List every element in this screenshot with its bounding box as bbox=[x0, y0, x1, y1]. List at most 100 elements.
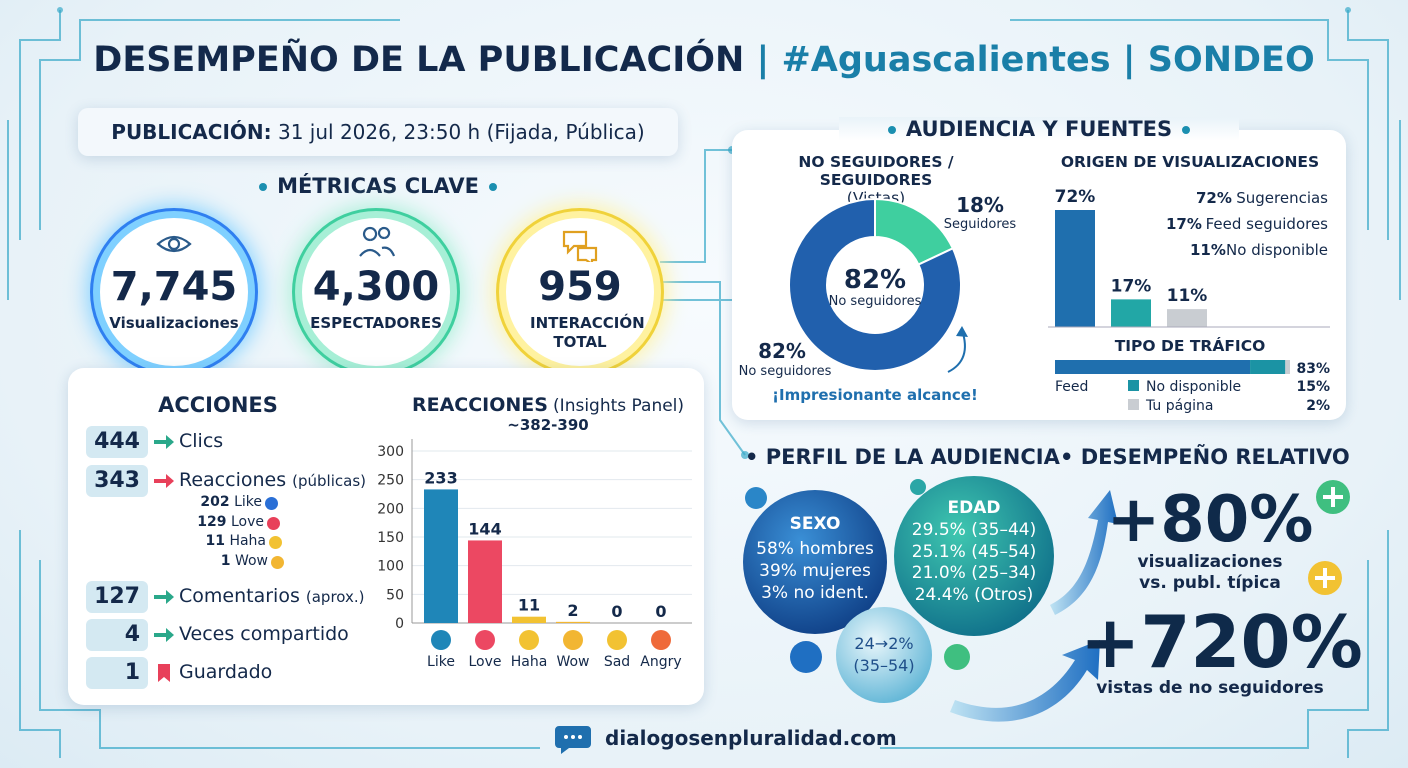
reaction-count: 1 bbox=[220, 552, 231, 569]
action-value: 127 bbox=[86, 581, 148, 613]
plus-sign bbox=[1323, 487, 1343, 507]
y-tick-label: 150 bbox=[377, 530, 404, 546]
legend-swatch bbox=[1128, 399, 1139, 410]
annotation: ¡Impresionante alcance! bbox=[772, 386, 978, 404]
profile-title-text: PERFIL DE LA AUDIENCIA bbox=[765, 445, 1060, 469]
donut-center-label: No seguidores bbox=[829, 294, 922, 309]
relative-title: • DESEMPEÑO RELATIVO bbox=[1060, 445, 1350, 469]
sex-item: 3% no ident. bbox=[761, 583, 869, 603]
value-label: 17% bbox=[1111, 276, 1152, 296]
value-label: 72% bbox=[1055, 187, 1096, 207]
category-icon bbox=[563, 630, 583, 650]
metric-label: INTERACCIÓN TOTAL bbox=[530, 314, 645, 351]
legend-label: Feed seguidores bbox=[1206, 215, 1329, 233]
age-title: EDAD bbox=[947, 498, 1001, 518]
action-arrow bbox=[152, 625, 176, 645]
reactions-subtitle: (Insights Panel) bbox=[553, 396, 685, 416]
relative-label: vistas de no seguidores bbox=[1096, 678, 1324, 698]
legend-label: Sugerencias bbox=[1236, 189, 1328, 207]
arrow-icon bbox=[154, 590, 174, 604]
reaction-icon bbox=[265, 497, 278, 510]
publication-label: PUBLICACIÓN: bbox=[111, 120, 272, 144]
action-value: 343 bbox=[86, 465, 148, 497]
deco-ball bbox=[790, 641, 822, 673]
reaction-row: 202 Like bbox=[182, 494, 262, 510]
deco-ball bbox=[745, 487, 767, 509]
sex-bubble bbox=[743, 490, 887, 634]
action-label: Veces compartido bbox=[179, 623, 349, 645]
action-value: 444 bbox=[86, 426, 148, 458]
relative-label: visualizaciones bbox=[1137, 552, 1283, 572]
action-row: Guardado bbox=[179, 661, 272, 683]
audience-title: AUDIENCIA Y FUENTES bbox=[839, 117, 1239, 141]
x-tick-label: Love bbox=[468, 654, 501, 670]
bar bbox=[424, 489, 458, 623]
y-tick-label: 0 bbox=[395, 616, 404, 632]
action-arrow bbox=[152, 471, 176, 491]
metric-icon bbox=[356, 226, 396, 262]
legend-label: No disponible bbox=[1226, 241, 1328, 259]
metric-circle: 4,300 ESPECTADORES bbox=[302, 218, 450, 366]
value-label: 0 bbox=[611, 602, 622, 621]
value-label: 144 bbox=[468, 519, 501, 538]
legend-value: 17% bbox=[1166, 215, 1202, 233]
relative-value: +80% bbox=[1106, 483, 1314, 557]
bookmark-icon bbox=[158, 664, 170, 682]
combined-bubble bbox=[836, 607, 932, 703]
arrow bbox=[1050, 490, 1118, 615]
actions-title: ACCIONES bbox=[158, 393, 278, 417]
metric-value: 4,300 bbox=[312, 264, 440, 310]
x-tick-label: Wow bbox=[556, 654, 589, 670]
category-icon bbox=[519, 630, 539, 650]
metric-circle: 7,745 Visualizaciones bbox=[100, 218, 248, 366]
title: DESEMPEÑO DE LA PUBLICACIÓN bbox=[93, 40, 745, 80]
x-tick-label: Angry bbox=[640, 654, 681, 670]
action-arrow bbox=[152, 663, 176, 683]
metric-icon bbox=[154, 226, 194, 262]
metrics-title-text: MÉTRICAS CLAVE bbox=[277, 174, 479, 198]
sex-title: SEXO bbox=[789, 514, 841, 534]
profile-title: • PERFIL DE LA AUDIENCIA bbox=[745, 445, 1060, 469]
footer-icon bbox=[555, 726, 591, 754]
action-row: Veces compartido bbox=[179, 623, 349, 645]
reaction-name: Wow bbox=[234, 552, 268, 569]
reaction-count: 11 bbox=[205, 533, 225, 549]
combined-value: 24→2% bbox=[854, 634, 914, 653]
reaction-row: 1 Wow bbox=[188, 553, 268, 569]
reaction-name: Love bbox=[230, 513, 264, 530]
metric-label: Visualizaciones bbox=[109, 314, 239, 332]
deco-ball bbox=[944, 644, 970, 670]
age-item: 25.1% (45–54) bbox=[911, 541, 1037, 562]
y-tick-label: 100 bbox=[377, 559, 404, 575]
x-tick-label: Like bbox=[427, 654, 455, 670]
legend-value: 72% bbox=[1196, 189, 1232, 207]
arrow-icon bbox=[154, 474, 174, 488]
plus-sign bbox=[1315, 568, 1335, 588]
value-label: 2 bbox=[567, 601, 578, 620]
legend-swatch bbox=[1128, 380, 1139, 391]
slice-label: Seguidores bbox=[944, 217, 1017, 232]
x-tick-label: Haha bbox=[511, 654, 548, 670]
audience-title-text: AUDIENCIA Y FUENTES bbox=[905, 117, 1173, 141]
action-label: Clics bbox=[179, 430, 224, 452]
value-label: 11 bbox=[518, 596, 540, 615]
action-label: Comentarios bbox=[179, 585, 300, 607]
stacked-bar bbox=[1250, 360, 1286, 374]
followers-heading: NO SEGUIDORES / SEGUIDORES (Vistas) bbox=[745, 153, 1007, 207]
y-tick-label: 300 bbox=[377, 444, 404, 460]
y-tick-label: 50 bbox=[386, 587, 404, 603]
age-item: 24.4% (Otros) bbox=[914, 584, 1034, 605]
combined-label: (35–54) bbox=[853, 656, 915, 675]
value-label: 11% bbox=[1167, 286, 1208, 306]
footer: dialogosenpluralidad.com bbox=[555, 722, 897, 756]
category-icon bbox=[607, 630, 627, 650]
reaction-name: Like bbox=[234, 494, 262, 510]
annotation-arrowhead bbox=[956, 326, 968, 337]
bar bbox=[512, 616, 546, 623]
traffic-value: 83% bbox=[1296, 361, 1330, 377]
traffic-title: TIPO DE TRÁFICO bbox=[1114, 337, 1266, 355]
